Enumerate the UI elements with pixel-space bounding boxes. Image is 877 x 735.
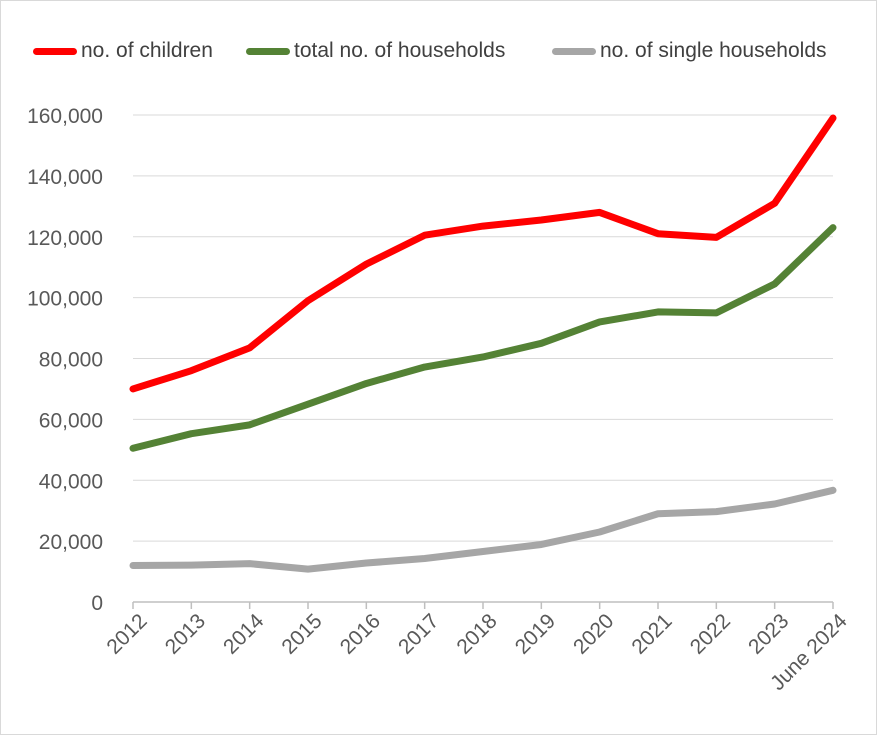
x-tick-label: 2022 [686, 609, 735, 658]
y-tick-label: 40,000 [39, 470, 103, 493]
x-tick-label: 2016 [336, 609, 385, 658]
legend-swatch-households [246, 47, 290, 55]
series-lines [129, 114, 837, 573]
y-tick-label: 140,000 [27, 166, 103, 189]
y-tick-label: 80,000 [39, 349, 103, 372]
legend: no. of children total no. of households … [0, 36, 877, 66]
legend-item-single-households: no. of single households [552, 36, 827, 66]
y-tick-label: 60,000 [39, 409, 103, 432]
gridlines [133, 114, 833, 542]
x-tick-label: 2020 [569, 609, 618, 658]
y-tick-label: 160,000 [27, 105, 103, 128]
y-tick-label: 0 [91, 592, 103, 615]
legend-label-children: no. of children [81, 39, 213, 62]
y-tick-label: 100,000 [27, 288, 103, 311]
series-line-single-households [129, 486, 837, 573]
x-tick-label: 2021 [627, 609, 676, 658]
series-line-households [129, 224, 837, 452]
x-tick-label: 2013 [161, 609, 210, 658]
y-tick-label: 120,000 [27, 227, 103, 250]
x-tick-label: 2015 [277, 609, 326, 658]
legend-swatch-children [33, 47, 77, 55]
x-tick-label: 2019 [511, 609, 560, 658]
x-tick-label: 2017 [394, 609, 443, 658]
x-tick-label: 2023 [744, 609, 793, 658]
axes: 0 20,000 40,000 60,000 80,000 100,000 120,000 1… [27, 105, 852, 695]
x-tick-label: 2018 [452, 609, 501, 658]
legend-item-households: total no. of households [246, 36, 505, 66]
legend-label-households: total no. of households [294, 39, 506, 62]
x-tick-label: 2012 [102, 609, 151, 658]
x-tick-label: 2014 [219, 609, 269, 659]
legend-item-children: no. of children [33, 36, 213, 66]
y-tick-label: 20,000 [39, 531, 103, 554]
legend-label-single-households: no. of single households [600, 39, 827, 62]
series-line-children [129, 114, 837, 393]
legend-swatch-single-households [552, 47, 596, 55]
